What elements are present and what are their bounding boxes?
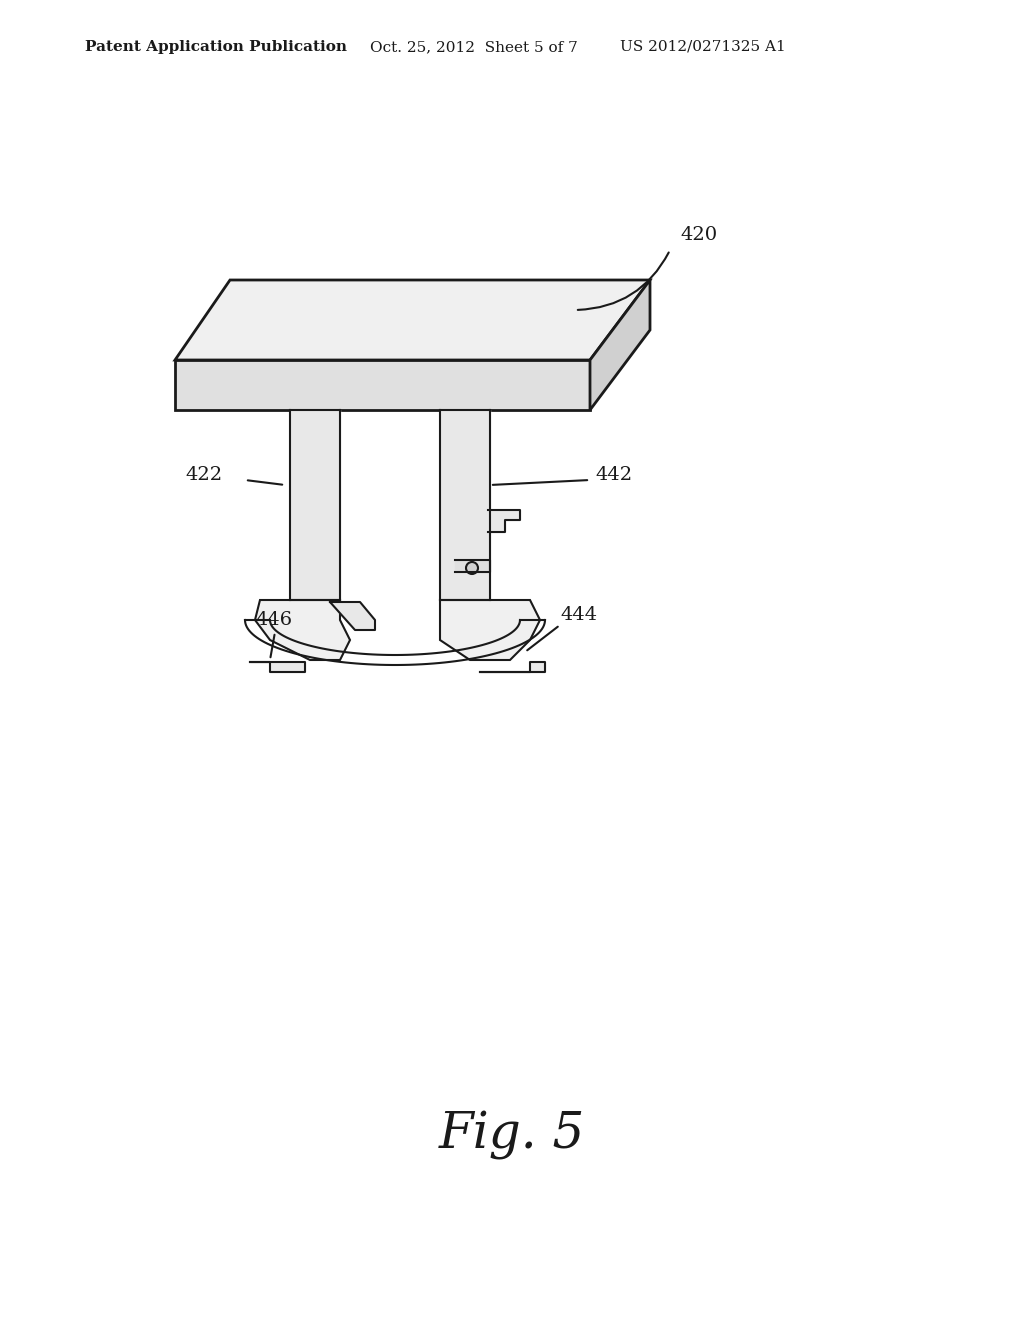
Text: 422: 422 xyxy=(185,466,222,484)
Text: Fig. 5: Fig. 5 xyxy=(439,1110,585,1160)
Polygon shape xyxy=(175,280,650,360)
Polygon shape xyxy=(455,560,490,572)
Polygon shape xyxy=(590,280,650,411)
Text: 444: 444 xyxy=(560,606,597,624)
Text: 442: 442 xyxy=(595,466,632,484)
Polygon shape xyxy=(255,601,350,660)
Circle shape xyxy=(466,562,478,574)
Text: Oct. 25, 2012  Sheet 5 of 7: Oct. 25, 2012 Sheet 5 of 7 xyxy=(370,40,578,54)
Polygon shape xyxy=(175,360,590,411)
Polygon shape xyxy=(250,663,305,672)
Polygon shape xyxy=(480,663,545,672)
Polygon shape xyxy=(488,510,520,532)
Text: 446: 446 xyxy=(255,611,292,630)
Text: 420: 420 xyxy=(680,226,717,244)
Polygon shape xyxy=(330,602,375,630)
Text: Patent Application Publication: Patent Application Publication xyxy=(85,40,347,54)
Text: US 2012/0271325 A1: US 2012/0271325 A1 xyxy=(620,40,785,54)
Polygon shape xyxy=(440,601,540,660)
